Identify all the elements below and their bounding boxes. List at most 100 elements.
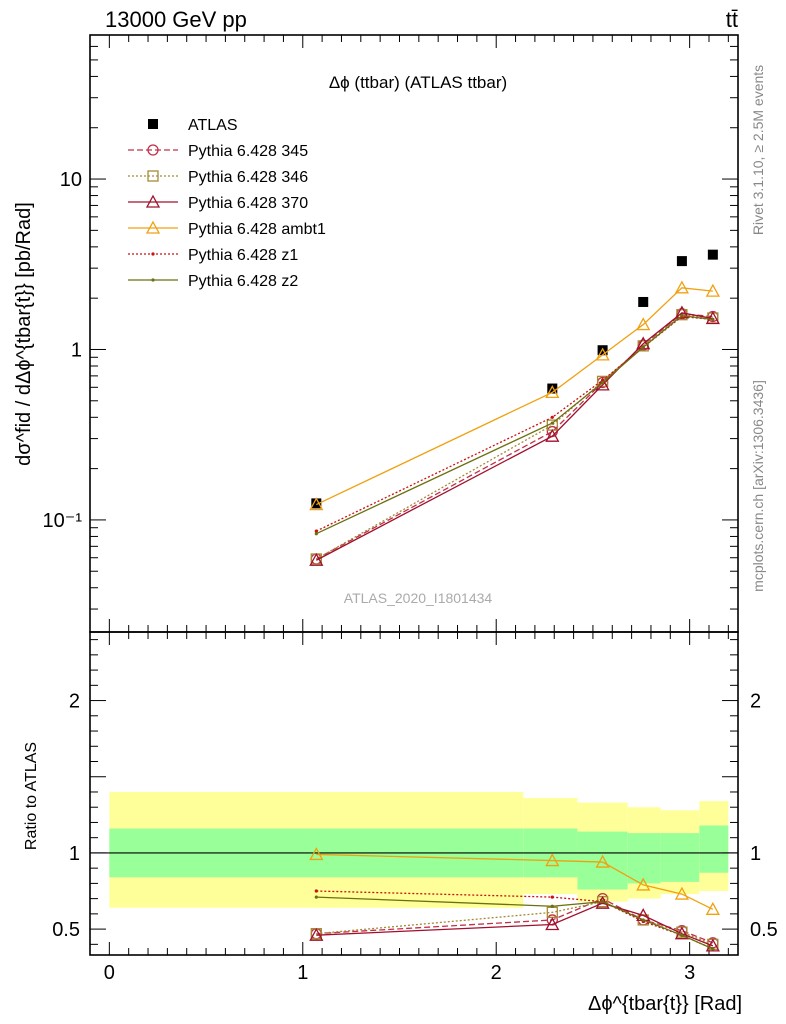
main-panel: 10⁻¹ 1 10 Δϕ (ttbar) (ATLAS ttbar) ATLAS Py… (43, 34, 739, 633)
ratio-point (550, 904, 554, 908)
y-tick-label-right: 1 (750, 843, 761, 865)
data-point (680, 314, 684, 318)
data-point (545, 385, 560, 399)
ratio-series-5 (314, 895, 715, 951)
analysis-id: ATLAS_2020_I1801434 (344, 590, 493, 606)
process-label: tt̄ (726, 7, 738, 32)
ratio-point (705, 901, 720, 915)
energy-label: 13000 GeV pp (105, 7, 247, 32)
data-point (676, 256, 687, 267)
y-tick-label: 1 (71, 339, 82, 361)
series-2 (310, 309, 719, 565)
ratio-point (595, 854, 610, 868)
data-point (314, 532, 318, 536)
ratio-plot-frame (89, 631, 739, 956)
x-tick-label: 0 (104, 962, 115, 984)
ratio-point (600, 900, 605, 904)
ratio-point (641, 918, 645, 922)
ratio-series-3 (309, 847, 720, 915)
ratio-point (545, 917, 560, 931)
ratio-series-2 (309, 895, 720, 952)
data-point (597, 345, 608, 356)
rivet-version: Rivet 3.1.10, ≥ 2.5M events (750, 65, 766, 235)
data-point (705, 283, 720, 297)
legend-label: Pythia 6.428 z1 (188, 247, 298, 264)
series-line (315, 314, 713, 560)
ratio-point (314, 889, 318, 893)
series-0 (311, 249, 718, 509)
legend-marker (145, 220, 161, 234)
legend-label: Pythia 6.428 346 (188, 169, 308, 186)
y-tick-label: 0.5 (52, 919, 80, 941)
ratio-line (316, 896, 714, 950)
ratio-point (674, 886, 689, 900)
main-ylabel-text: dσ^fid / dΔϕ^{tbar{t}} [pb/Rad] (13, 202, 35, 466)
legend: ATLAS Pythia 6.428 345 Pythia 6.428 346 Pyt… (128, 117, 326, 290)
series-3 (309, 305, 720, 566)
x-tick-label: 3 (684, 962, 695, 984)
legend-label: ATLAS (188, 117, 238, 134)
ratio-xlabel: Δϕ^{tbar{t}} [Rad] (588, 993, 742, 1015)
ratio-point (636, 877, 651, 891)
uncertainty-band-inner (660, 833, 700, 882)
y-tick-label: 10⁻¹ (43, 510, 83, 532)
series-4 (309, 280, 720, 511)
x-tick-label: 1 (297, 962, 308, 984)
data-point (674, 280, 689, 294)
legend-marker (147, 144, 159, 156)
data-point (309, 552, 324, 566)
data-point (547, 383, 558, 394)
data-point (550, 421, 554, 425)
ratio-line (316, 890, 714, 950)
data-point (705, 311, 720, 325)
series-line (316, 314, 713, 535)
series-line (316, 287, 713, 506)
data-point (545, 428, 560, 442)
ratio-ylabel: Ratio to ATLAS (23, 742, 40, 850)
ratio-point (545, 853, 560, 867)
legend-label: Pythia 6.428 370 (188, 195, 308, 212)
ratio-point (309, 847, 324, 861)
legend-marker (147, 170, 159, 182)
ratio-line (316, 900, 714, 945)
data-point (638, 296, 649, 307)
data-point (314, 529, 318, 533)
series-line (316, 315, 713, 532)
uncertainty-band-inner (699, 825, 729, 873)
ratio-line (316, 902, 714, 947)
ratio-point (309, 927, 324, 941)
mcplots-credit: mcplots.cern.ch [arXiv:1306.3436] (750, 380, 766, 592)
data-point (641, 345, 645, 349)
legend-marker (145, 194, 161, 208)
data-point (309, 497, 324, 511)
data-point (550, 415, 554, 419)
data-point (596, 375, 609, 388)
y-tick-label: 1 (69, 843, 80, 865)
y-tick-label: 10 (60, 169, 82, 191)
data-point (595, 347, 610, 361)
data-point (636, 317, 651, 331)
data-point (546, 425, 558, 438)
legend-marker (151, 278, 155, 282)
series-1 (310, 308, 719, 565)
legend-label: Pythia 6.428 ambt1 (188, 221, 326, 238)
series-5 (314, 314, 715, 533)
data-point (600, 380, 605, 385)
data-point (311, 498, 322, 509)
legend-label: Pythia 6.428 345 (188, 143, 308, 160)
plot-title: Δϕ (ttbar) (ATLAS ttbar) (329, 73, 507, 92)
ratio-point (705, 938, 720, 952)
y-tick-label-right: 2 (750, 691, 761, 713)
series-line (316, 312, 713, 561)
uncertainty-band-inner (627, 833, 661, 884)
data-point (707, 249, 718, 260)
uncertainty-band-inner (577, 831, 628, 890)
x-tick-label: 2 (491, 962, 502, 984)
series-line (316, 313, 713, 560)
ratio-point (674, 926, 689, 940)
ratio-point (550, 895, 554, 899)
ratio-point (711, 947, 715, 951)
series-6 (314, 314, 715, 536)
legend-marker (148, 119, 158, 129)
